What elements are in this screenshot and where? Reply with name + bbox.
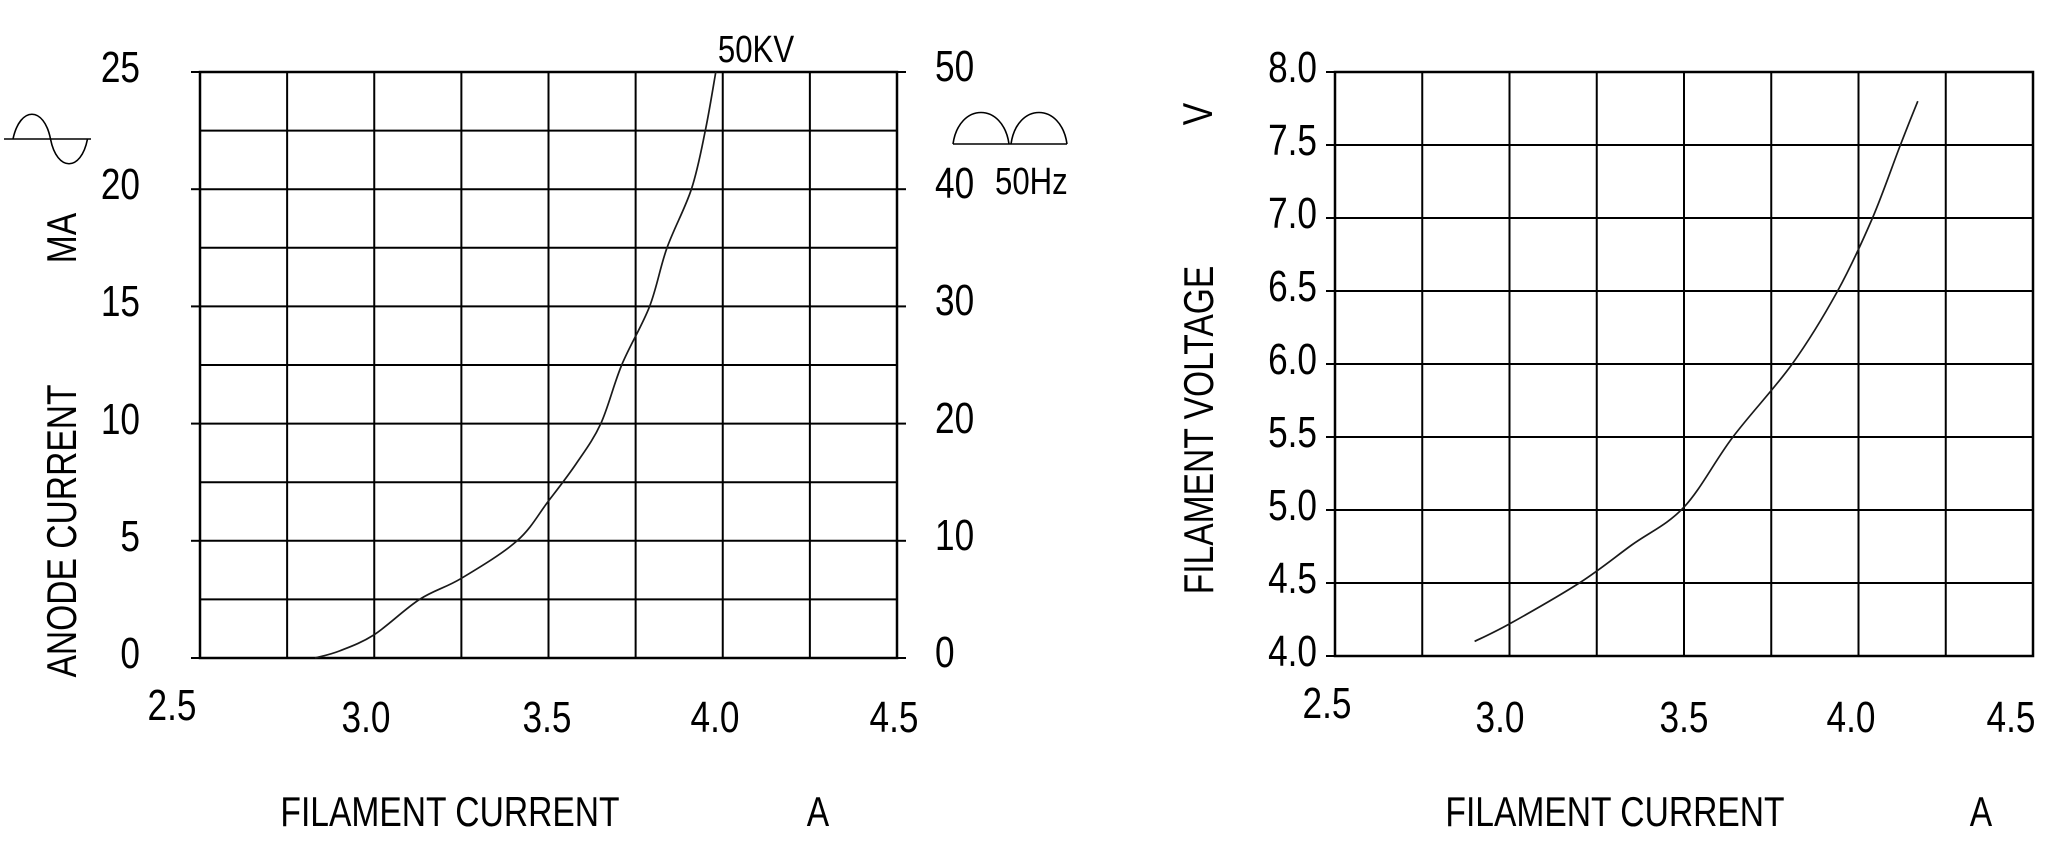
left-chart-y-axis-title: ANODE CURRENT bbox=[38, 384, 85, 678]
y-tick-label: 7.5 bbox=[1268, 116, 1317, 165]
plot-border bbox=[198, 70, 899, 660]
waveform-icons bbox=[4, 111, 1068, 165]
right-chart-x-unit: A bbox=[1969, 788, 1993, 835]
right-chart-x-axis-title: FILAMENT CURRENT bbox=[1445, 788, 1785, 835]
y-tick-label: 5.0 bbox=[1268, 481, 1317, 530]
x-tick-label: 4.0 bbox=[690, 693, 740, 742]
anode-current-chart bbox=[191, 70, 906, 660]
y-tick-label: 10 bbox=[100, 394, 140, 444]
x-tick-label: 2.5 bbox=[147, 681, 197, 730]
grid-lines bbox=[199, 71, 898, 659]
x-tick-label: 4.5 bbox=[869, 693, 919, 742]
y-tick-label: 5.5 bbox=[1268, 408, 1317, 457]
x-tick-label: 3.0 bbox=[341, 693, 391, 742]
y-tick-label: 4.5 bbox=[1268, 554, 1317, 603]
axis-ticks bbox=[191, 71, 906, 659]
axis-ticks bbox=[1326, 71, 1335, 657]
y-tick-label: 0 bbox=[120, 629, 140, 678]
left-chart-y-unit: MA bbox=[38, 212, 85, 264]
left-chart-x-unit: A bbox=[806, 788, 830, 835]
y-tick-label: 6.5 bbox=[1268, 262, 1317, 311]
x-tick-label: 3.5 bbox=[1659, 693, 1709, 742]
y-tick-label: 4.0 bbox=[1268, 627, 1317, 676]
x-tick-label: 3.5 bbox=[522, 693, 571, 742]
right-scale-tick-label: 0 bbox=[935, 628, 955, 677]
right-chart-y-unit: V bbox=[1174, 102, 1221, 126]
data-curve bbox=[1474, 100, 1919, 643]
x-tick-label: 4.5 bbox=[1986, 693, 2036, 742]
curve-label-50kv: 50KV bbox=[717, 29, 795, 71]
grid-lines bbox=[1334, 71, 2034, 657]
y-tick-label: 5 bbox=[120, 511, 140, 561]
right-scale-tick-label: 30 bbox=[935, 276, 975, 326]
plot-border bbox=[1333, 70, 2035, 658]
full-wave-rectified-icon bbox=[952, 111, 1068, 145]
left-chart-x-axis-title: FILAMENT CURRENT bbox=[280, 788, 620, 835]
filament-voltage-chart bbox=[1326, 70, 2035, 658]
right-scale-note-50hz: 50Hz bbox=[995, 161, 1068, 203]
x-tick-label: 4.0 bbox=[1826, 693, 1875, 742]
right-scale-tick-label: 20 bbox=[935, 393, 975, 443]
right-scale-tick-label: 10 bbox=[935, 510, 975, 560]
y-tick-label: 6.0 bbox=[1268, 335, 1317, 384]
x-tick-label: 2.5 bbox=[1302, 679, 1352, 728]
ac-sine-wave-icon bbox=[4, 113, 91, 165]
y-tick-label: 15 bbox=[100, 277, 140, 327]
y-tick-label: 20 bbox=[100, 160, 140, 210]
x-tick-label: 3.0 bbox=[1475, 693, 1524, 742]
data-curve-50kv bbox=[314, 71, 717, 659]
y-tick-label: 7.0 bbox=[1268, 189, 1317, 238]
right-chart-y-axis-title: FILAMENT VOLTAGE bbox=[1175, 265, 1222, 595]
y-tick-label: 25 bbox=[100, 43, 140, 92]
right-scale-tick-label: 40 bbox=[935, 159, 975, 209]
y-tick-label: 8.0 bbox=[1268, 43, 1317, 92]
right-scale-tick-label: 50 bbox=[935, 42, 975, 91]
